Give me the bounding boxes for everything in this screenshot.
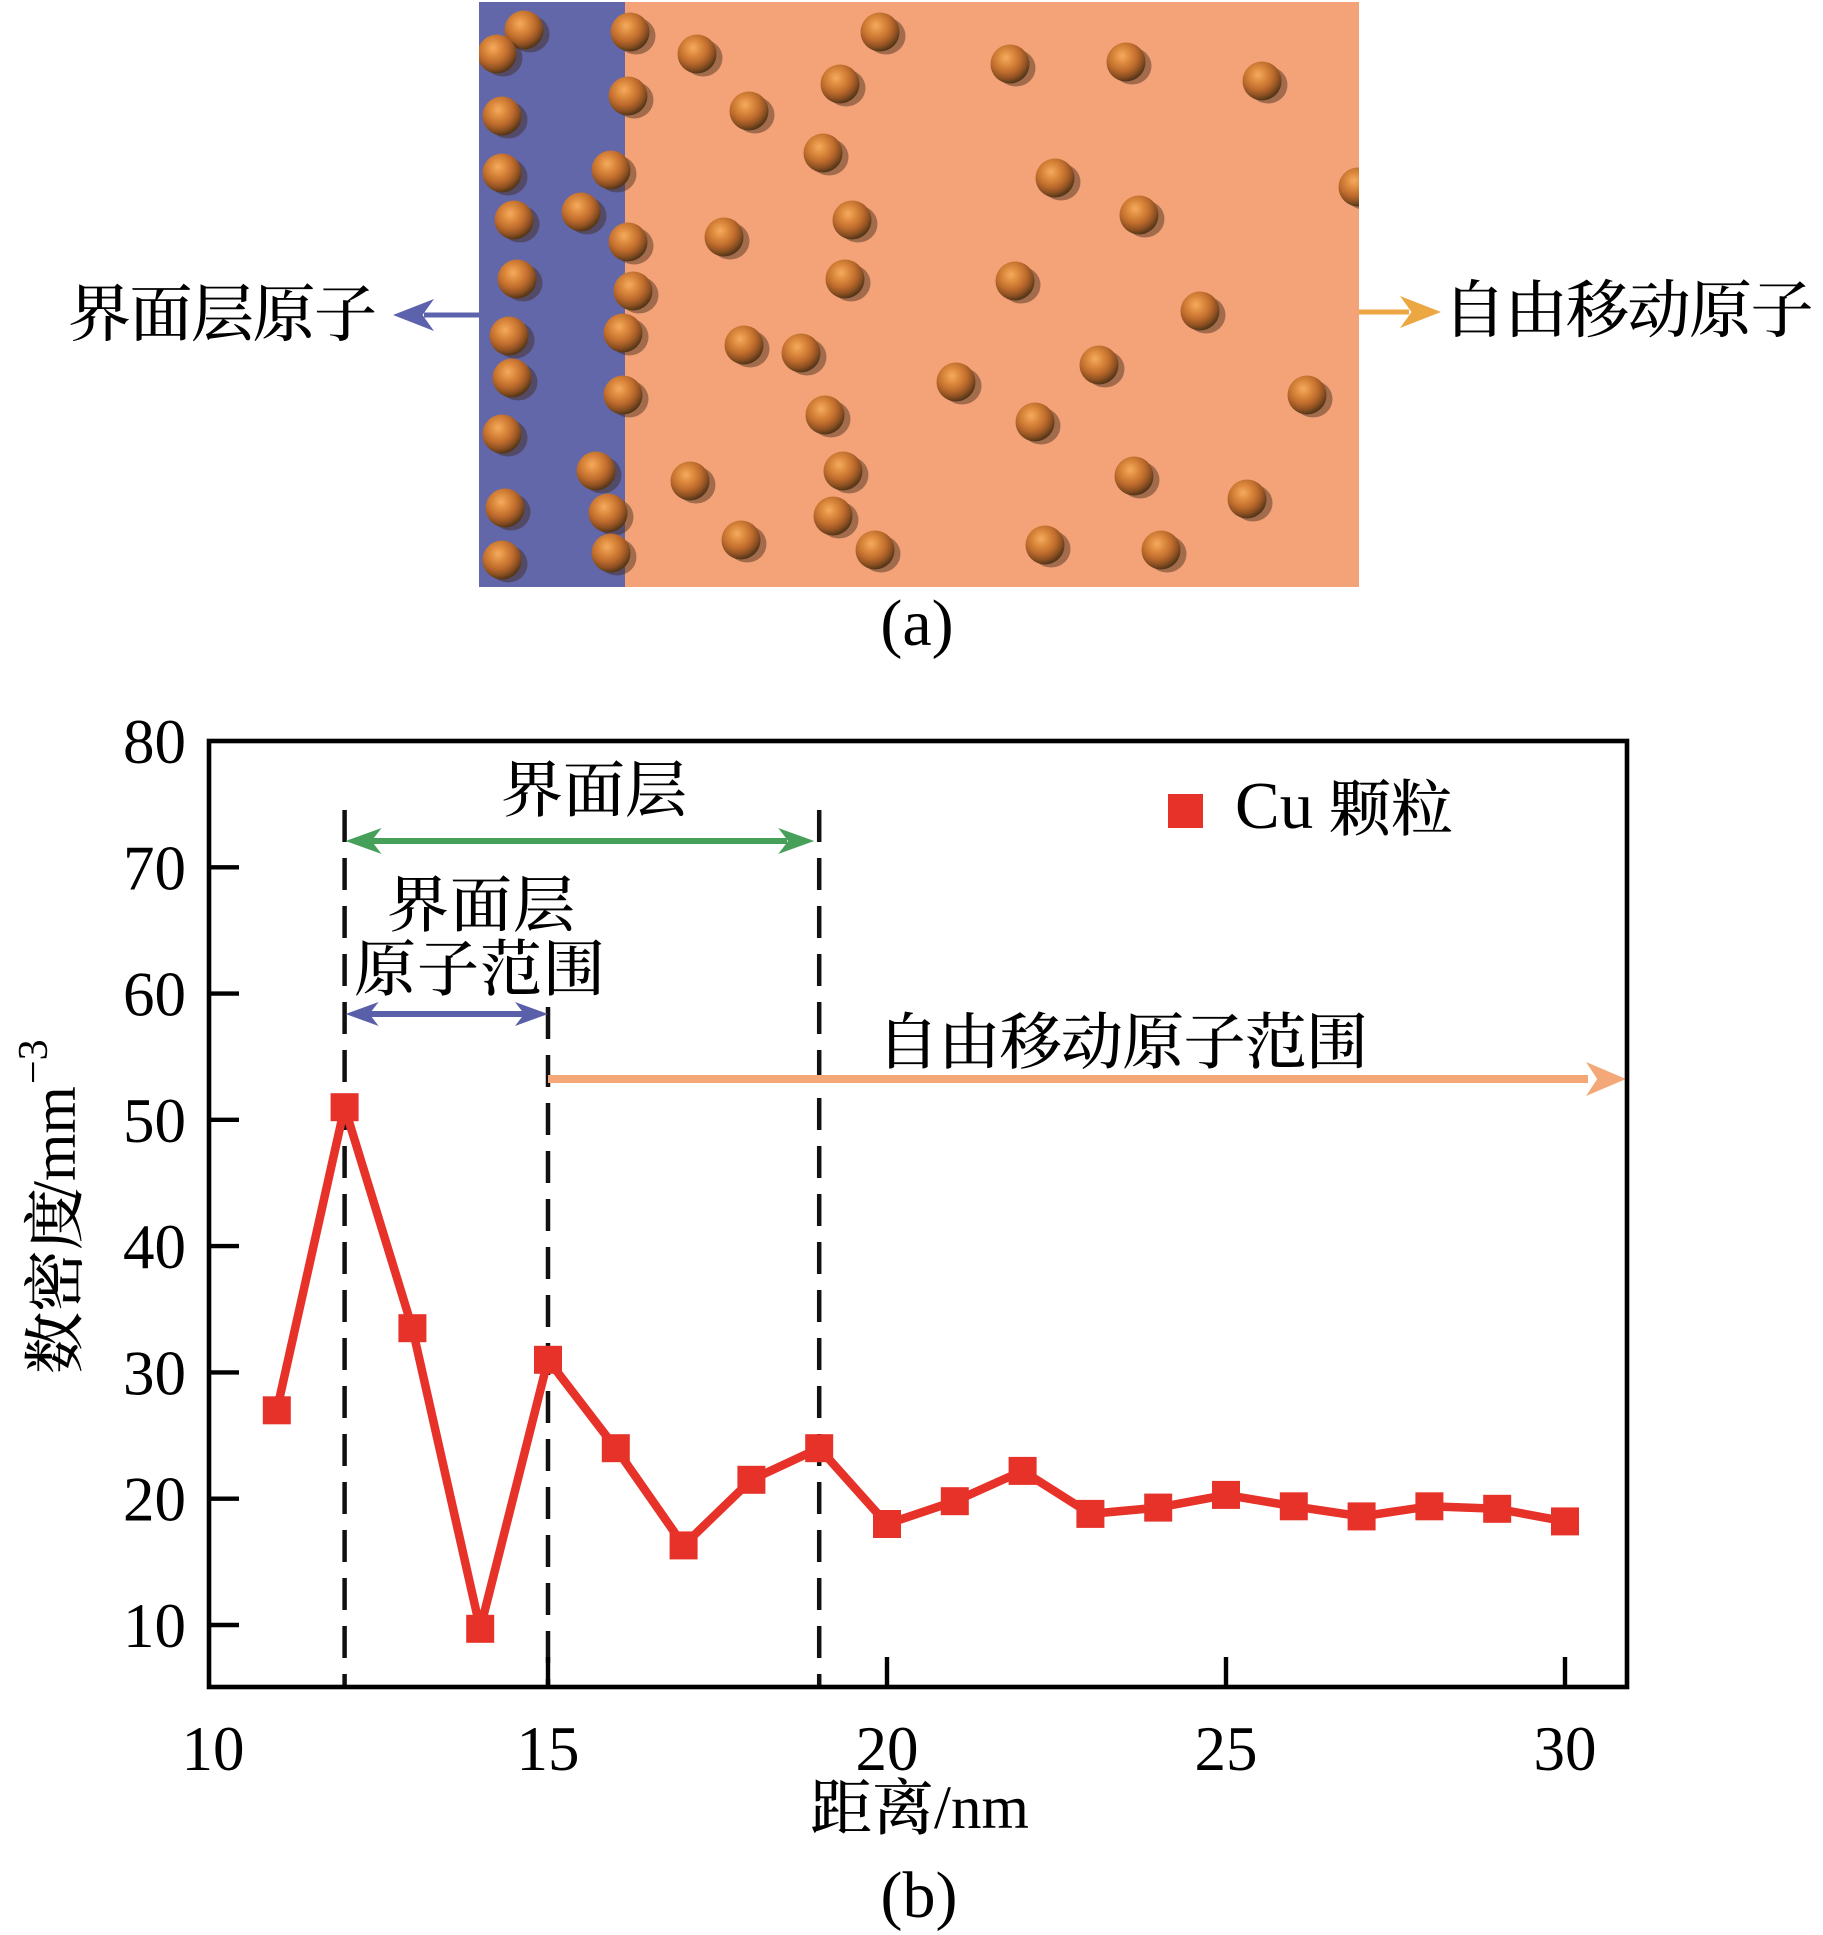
svg-text:20: 20	[123, 1465, 186, 1535]
svg-text:70: 70	[123, 833, 186, 903]
svg-text:/mm: /mm	[22, 1086, 89, 1198]
svg-text:/nm: /nm	[934, 1775, 1029, 1842]
svg-text:30: 30	[1534, 1714, 1597, 1784]
svg-text:(a): (a)	[880, 587, 953, 660]
svg-text:80: 80	[123, 707, 186, 777]
svg-text:10: 10	[182, 1714, 245, 1784]
svg-text:20: 20	[856, 1714, 919, 1784]
svg-text:15: 15	[517, 1714, 580, 1784]
svg-text:−3: −3	[11, 1039, 57, 1084]
svg-text:10: 10	[123, 1591, 186, 1661]
svg-text:30: 30	[123, 1338, 186, 1408]
svg-text:40: 40	[123, 1212, 186, 1282]
svg-text:(b): (b)	[881, 1859, 958, 1932]
svg-text:25: 25	[1195, 1714, 1258, 1784]
svg-text:Cu: Cu	[1235, 769, 1313, 843]
svg-text:60: 60	[123, 960, 186, 1030]
svg-text:50: 50	[123, 1086, 186, 1156]
